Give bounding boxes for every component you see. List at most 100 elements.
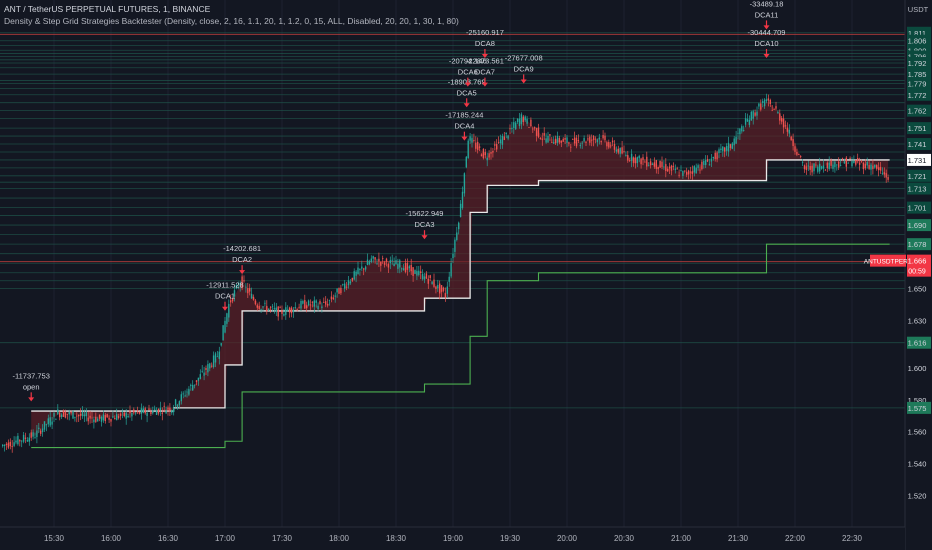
- price-tag-box: [907, 56, 931, 69]
- dca-value-label: -12911.528: [206, 281, 243, 290]
- candle-body: [838, 161, 840, 168]
- price-axis[interactable]: USDT1.8111.8061.8001.7961.7921.7851.7791…: [864, 0, 932, 550]
- candle-body: [553, 142, 555, 144]
- dca-value-label: -25160.917: [466, 28, 504, 37]
- candle-body: [870, 164, 872, 170]
- price-tick-label: 1.616: [908, 339, 927, 348]
- candle-body: [368, 261, 371, 265]
- candle-body: [841, 158, 844, 160]
- candle-body: [480, 154, 483, 157]
- candle-body: [828, 162, 830, 170]
- price-tick-label: 1.751: [908, 124, 927, 133]
- candle-body: [556, 136, 559, 143]
- candle-body: [366, 259, 369, 266]
- candle-body: [712, 156, 714, 159]
- time-tick-label: 18:00: [329, 534, 350, 543]
- candle-body: [45, 424, 48, 426]
- arrow-head-icon: [481, 54, 488, 59]
- candle-body: [672, 165, 675, 167]
- price-tick-label: 1.678: [908, 240, 927, 249]
- candle-body: [729, 144, 732, 148]
- candle-body: [705, 160, 707, 165]
- candle-body: [89, 415, 91, 419]
- candle-body: [845, 157, 847, 167]
- arrow-head-icon: [421, 235, 428, 240]
- candle-body: [857, 158, 859, 162]
- position-shade: [31, 101, 889, 437]
- live-price-label: 1.666: [908, 257, 927, 266]
- candle-body: [811, 165, 813, 173]
- candles[interactable]: [2, 93, 889, 453]
- candle-body: [490, 152, 492, 154]
- candle-body: [408, 266, 410, 269]
- candle-body: [171, 410, 173, 413]
- candle-body: [117, 415, 120, 419]
- candle-body: [361, 266, 363, 269]
- candle-body: [347, 280, 350, 286]
- candle-body: [784, 125, 787, 127]
- candle-body: [300, 300, 302, 309]
- candle-body: [507, 135, 509, 139]
- symbol-title[interactable]: ANT / TetherUS PERPETUAL FUTURES, 1, BIN…: [4, 4, 211, 14]
- candle-body: [788, 129, 790, 134]
- candle-body: [537, 127, 540, 138]
- price-tag-box: [907, 401, 931, 414]
- candle-body: [372, 256, 374, 259]
- candle-body: [203, 372, 205, 376]
- candle-body: [708, 164, 711, 166]
- candle-body: [439, 283, 441, 294]
- current-price-box: [907, 153, 931, 166]
- candle-body: [81, 411, 84, 417]
- candle-body: [693, 166, 695, 173]
- candle-body: [687, 170, 690, 175]
- candle-body: [74, 416, 76, 418]
- candle-body: [290, 307, 293, 314]
- arrow-head-icon: [461, 136, 468, 141]
- candle-body: [606, 142, 608, 147]
- candle-body: [503, 136, 505, 140]
- candle-body: [296, 309, 298, 311]
- candle-body: [277, 306, 279, 317]
- candle-body: [824, 169, 827, 171]
- candle-body: [790, 136, 792, 141]
- candle-body: [176, 404, 179, 408]
- candle-body: [363, 268, 365, 270]
- price-tick-label: 1.575: [908, 404, 927, 413]
- candle-body: [41, 428, 44, 433]
- price-tick-label: 1.779: [908, 80, 927, 89]
- indicator-title[interactable]: Density & Step Grid Strategies Backteste…: [4, 16, 459, 26]
- candle-body: [661, 161, 663, 167]
- candle-body: [209, 363, 211, 369]
- candle-body: [146, 412, 148, 416]
- candle-body: [98, 414, 101, 419]
- candle-body: [499, 139, 502, 144]
- candle-body: [231, 298, 234, 302]
- price-tag-box: [907, 34, 931, 47]
- candle-body: [174, 399, 177, 406]
- candle-body: [469, 136, 471, 141]
- candle-body: [319, 301, 321, 304]
- candle-body: [427, 278, 429, 284]
- candle-body: [868, 165, 870, 169]
- time-axis[interactable]: 15:30 16:00 16:30 17:00 17:30 18:00 18:30 19:00…: [0, 526, 905, 550]
- candle-body: [765, 99, 768, 102]
- candle-body: [233, 290, 236, 297]
- candle-body: [858, 162, 861, 165]
- candle-body: [697, 165, 699, 168]
- candle-body: [623, 151, 625, 152]
- candle-body: [805, 166, 808, 171]
- arrow-head-icon: [763, 25, 770, 30]
- dca-tag-label: DCA7: [475, 68, 495, 77]
- candle-body: [467, 140, 469, 159]
- candle-body: [754, 112, 756, 116]
- candle-body: [667, 168, 669, 172]
- candle-body: [501, 135, 504, 145]
- dca-tag-label: DCA6: [458, 68, 478, 77]
- candle-body: [142, 408, 144, 413]
- candle-body: [819, 163, 821, 172]
- candle-body: [864, 163, 866, 169]
- candle-body: [205, 367, 207, 371]
- candle-body: [28, 437, 30, 442]
- candle-body: [17, 435, 19, 445]
